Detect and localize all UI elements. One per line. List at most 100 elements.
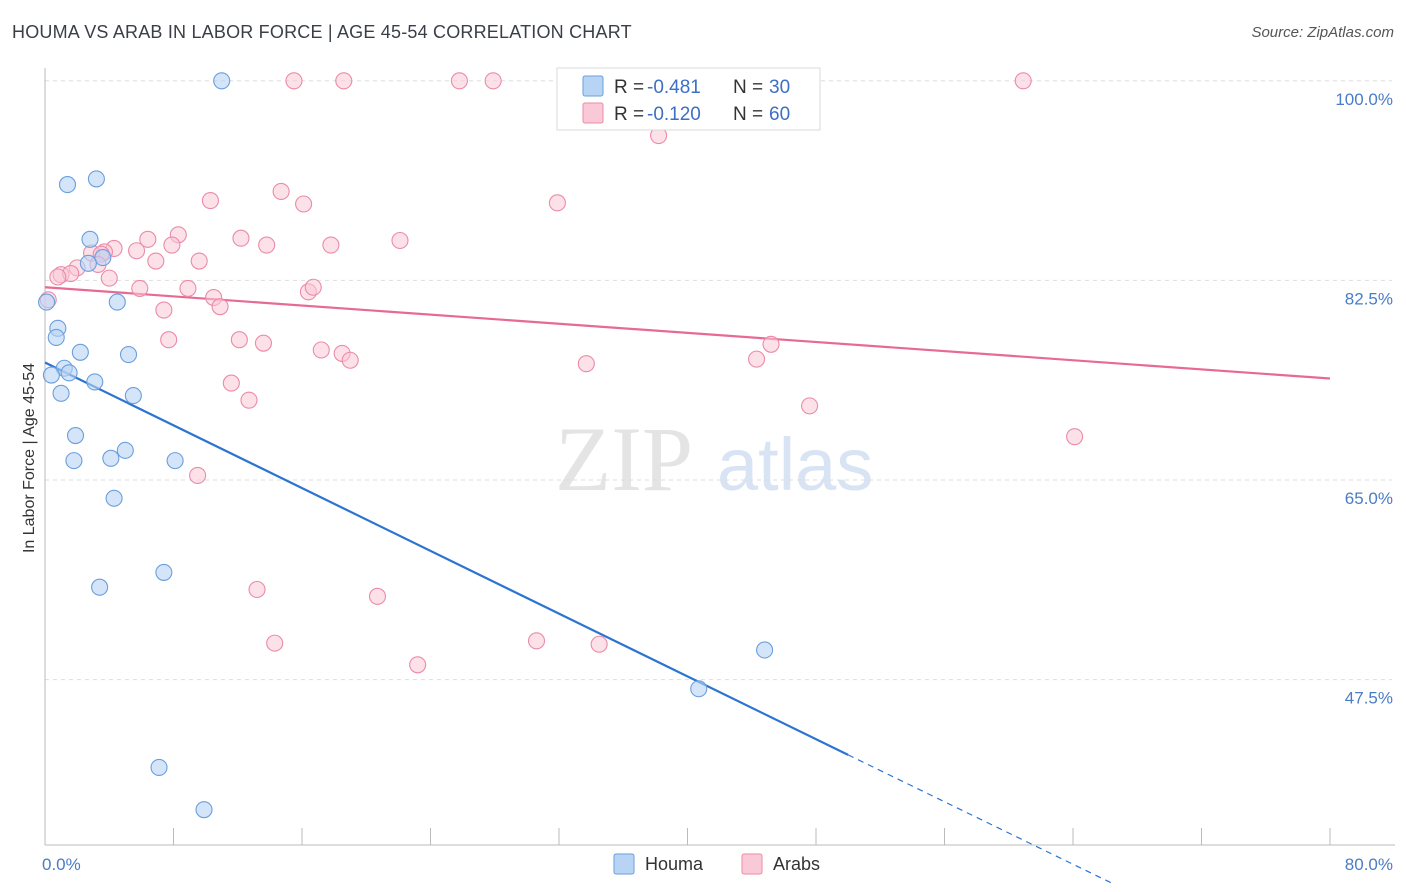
legend-arabs-n-value: 60	[769, 104, 790, 125]
trend-lines	[44, 286, 1331, 885]
houma-point	[38, 293, 56, 311]
houma-point	[150, 758, 168, 776]
houma-point	[86, 373, 104, 391]
arabs-point	[484, 72, 502, 90]
legend-arabs-bottom-swatch	[741, 853, 763, 875]
houma-point	[166, 452, 184, 470]
arabs-point	[272, 182, 290, 200]
legend-arabs-name: Arabs	[773, 854, 820, 874]
houma-point	[195, 801, 213, 819]
watermark-atlas: atlas	[717, 423, 873, 506]
arabs-point	[258, 236, 276, 254]
legend-houma-n-label: N =	[733, 77, 763, 98]
arabs-point	[304, 278, 322, 296]
arabs-point	[285, 72, 303, 90]
arabs-point	[230, 331, 248, 349]
legend-houma-r-value: -0.481	[647, 77, 701, 98]
arabs-point	[450, 72, 468, 90]
arabs-point	[100, 269, 118, 287]
arabs-point	[49, 268, 67, 286]
arabs-trend-line	[44, 286, 1331, 380]
arabs-point	[341, 351, 359, 369]
x-tick-labels: 0.0% 80.0%	[42, 855, 1393, 874]
y-tick-label-2: 65.0%	[1345, 489, 1393, 508]
arabs-point	[128, 242, 146, 260]
houma-point	[105, 489, 123, 507]
houma-trend-extension	[847, 754, 1114, 885]
arabs-point	[368, 587, 387, 605]
arabs-point	[527, 632, 546, 650]
arabs-point	[266, 634, 284, 652]
houma-point	[91, 578, 109, 596]
houma-point	[116, 441, 134, 459]
legend-arabs-r-label: R =	[614, 104, 644, 125]
houma-point	[155, 563, 173, 581]
houma-point	[690, 680, 708, 698]
y-tick-label-1: 82.5%	[1345, 289, 1393, 308]
x-tick-label-0: 0.0%	[42, 855, 81, 874]
houma-point	[108, 293, 126, 311]
arabs-point	[211, 298, 229, 316]
legend-houma-name: Houma	[645, 854, 704, 874]
houma-point	[79, 254, 97, 272]
y-tick-label-3: 47.5%	[1345, 689, 1393, 708]
houma-point	[81, 230, 99, 248]
arabs-point	[748, 350, 766, 368]
watermark-zip: ZIP	[555, 408, 693, 510]
chart-title: HOUMA VS ARAB IN LABOR FORCE | AGE 45-54…	[12, 22, 632, 42]
arabs-point	[1014, 72, 1032, 90]
arabs-point	[179, 279, 197, 297]
legend-houma-n-value: 30	[769, 77, 790, 98]
arabs-point	[131, 279, 149, 297]
arabs-point	[312, 341, 330, 359]
arabs-point	[1066, 428, 1084, 446]
arabs-point	[155, 301, 173, 319]
arabs-point	[409, 656, 427, 674]
arabs-point	[147, 252, 165, 270]
legend-houma-r-label: R =	[614, 77, 644, 98]
arabs-point	[139, 230, 157, 248]
houma-point	[119, 346, 138, 364]
houma-point	[124, 387, 142, 405]
houma-point	[42, 366, 60, 384]
arabs-point	[391, 231, 409, 250]
arabs-point	[295, 195, 313, 213]
houma-point	[58, 176, 77, 194]
arabs-point	[801, 397, 819, 415]
arabs-point	[163, 236, 181, 254]
arabs-point	[222, 374, 240, 392]
arabs-point	[240, 391, 258, 409]
x-tick-label-1: 80.0%	[1345, 855, 1393, 874]
legend-arabs-r-value: -0.120	[647, 104, 701, 125]
legend-houma-swatch	[582, 75, 604, 97]
arabs-point	[548, 194, 566, 212]
arabs-point	[160, 331, 178, 349]
y-axis-label: In Labor Force | Age 45-54	[21, 363, 38, 553]
houma-trend-line	[44, 361, 849, 756]
data-points	[38, 72, 1084, 819]
grid-lines	[45, 80, 1392, 681]
houma-point	[213, 72, 231, 90]
arabs-point	[248, 580, 266, 599]
houma-point	[87, 170, 105, 188]
arabs-point	[254, 334, 273, 352]
arabs-point	[201, 192, 219, 210]
arabs-point	[232, 229, 250, 247]
arabs-point	[590, 635, 608, 653]
arabs-point	[322, 236, 340, 254]
houma-point	[94, 249, 112, 267]
houma-point	[756, 641, 774, 659]
arabs-point	[189, 466, 207, 485]
legend-houma-bottom-swatch	[613, 853, 635, 875]
houma-point	[47, 328, 65, 346]
arabs-point	[335, 72, 353, 90]
houma-point	[65, 452, 83, 470]
legend-arabs-n-label: N =	[733, 104, 763, 125]
series-legend: Houma Arabs	[613, 853, 820, 875]
y-tick-label-0: 100.0%	[1335, 90, 1393, 109]
houma-point	[102, 449, 120, 467]
arabs-point	[762, 335, 780, 353]
houma-point	[66, 426, 85, 445]
houma-point	[71, 343, 89, 361]
